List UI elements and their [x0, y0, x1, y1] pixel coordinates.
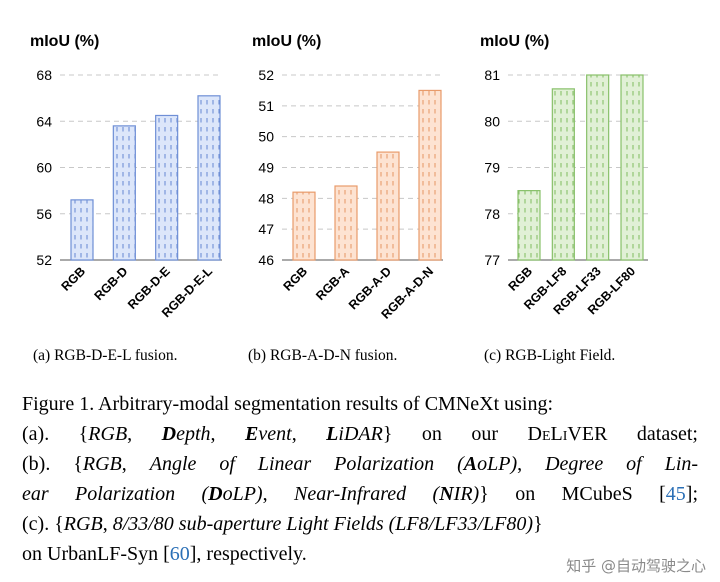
- bar: [551, 88, 575, 261]
- caption-text: 8/33/80 sub-aperture Light Fields (LF8/L…: [112, 513, 534, 535]
- watermark: 知乎 @自动驾驶之心: [566, 557, 706, 575]
- caption-text: DeLiVER: [527, 423, 608, 445]
- bar: [292, 191, 316, 261]
- caption-text: } on MCubeS [: [479, 483, 666, 505]
- caption-text: (b). {: [22, 453, 83, 475]
- caption-text: oLP): [477, 453, 518, 475]
- y-tick-label: 81: [484, 67, 500, 83]
- caption-text: ,: [291, 423, 327, 445]
- y-tick-label: 46: [258, 252, 274, 268]
- caption-text: D: [161, 423, 177, 445]
- y-tick-label: 51: [258, 98, 274, 114]
- bar: [620, 74, 644, 261]
- x-tick-label: RGB-A: [313, 264, 352, 303]
- caption-text: dataset;: [607, 423, 698, 445]
- y-tick-label: 79: [484, 160, 500, 176]
- caption-text: ,: [262, 483, 294, 505]
- caption-text: RGB: [63, 513, 103, 535]
- y-tick-label: 78: [484, 206, 500, 222]
- caption-text: on UrbanLF-Syn [: [22, 543, 170, 565]
- caption-text: Figure 1. Arbitrary-modal segmentation r…: [22, 393, 554, 415]
- y-tick-label: 50: [258, 129, 274, 145]
- caption-line: (b). {RGB, Angle of Linear Polarization …: [22, 449, 698, 479]
- y-tick-label: 68: [36, 67, 52, 83]
- caption-text: Near-Infrared (: [293, 483, 440, 505]
- caption-text: (c). {: [22, 513, 64, 535]
- caption-line: on UrbanLF-Syn [60], respectively.: [22, 539, 698, 569]
- caption-text: ], respectively.: [189, 543, 307, 565]
- bar: [418, 89, 442, 261]
- y-tick-label: 80: [484, 113, 500, 129]
- caption-text: ear Polarization (: [22, 483, 209, 505]
- caption-text: N: [439, 483, 454, 505]
- caption-line: (a). {RGB, Depth, Event, LiDAR} on our D…: [22, 419, 698, 449]
- x-tick-label: RGB: [59, 264, 89, 294]
- bar: [334, 185, 358, 261]
- caption-line: ear Polarization (DoLP), Near-Infrared (…: [22, 479, 698, 509]
- caption-text: ,: [121, 453, 150, 475]
- caption-text: (a). {: [22, 423, 89, 445]
- caption-text: E: [245, 423, 259, 445]
- citation-link[interactable]: 60: [169, 543, 190, 565]
- figure-caption: Figure 1. Arbitrary-modal segmentation r…: [22, 389, 698, 569]
- y-tick-label: 52: [36, 252, 52, 268]
- bar: [376, 151, 400, 261]
- caption-a: (a) RGB-D-E-L fusion.: [33, 347, 178, 364]
- bar: [197, 95, 221, 261]
- caption-text: ,: [102, 513, 113, 535]
- y-tick-label: 52: [258, 67, 274, 83]
- y-axis-label: mIoU (%): [30, 33, 99, 50]
- bar: [155, 114, 179, 261]
- y-tick-label: 47: [258, 221, 274, 237]
- bar: [70, 199, 94, 261]
- caption-text: ,: [127, 423, 162, 445]
- chart-panel-c: mIoU (%)7778798081RGBRGB-LF8RGB-LF33RGB-…: [480, 33, 648, 317]
- y-axis-label: mIoU (%): [480, 33, 549, 50]
- caption-text: Degree of Lin-: [545, 453, 699, 475]
- caption-text: IR): [453, 483, 480, 505]
- x-tick-label: RGB: [506, 264, 536, 294]
- caption-text: iDAR: [338, 423, 383, 445]
- caption-text: Angle of Linear Polarization (: [149, 453, 464, 475]
- caption-text: A: [463, 453, 478, 475]
- caption-text: ,: [517, 453, 546, 475]
- y-tick-label: 60: [36, 160, 52, 176]
- y-tick-label: 56: [36, 206, 52, 222]
- bar: [112, 125, 136, 261]
- caption-c: (c) RGB-Light Field.: [484, 347, 616, 364]
- caption-text: }: [533, 513, 543, 535]
- y-tick-label: 48: [258, 190, 274, 206]
- caption-text: ,: [210, 423, 246, 445]
- caption-text: vent: [258, 423, 292, 445]
- caption-text: epth: [176, 423, 211, 445]
- y-tick-label: 49: [258, 160, 274, 176]
- x-tick-label: RGB: [281, 264, 311, 294]
- caption-text: oLP): [222, 483, 263, 505]
- caption-text: } on our: [382, 423, 528, 445]
- caption-text: RGB: [88, 423, 128, 445]
- caption-line: (c). {RGB, 8/33/80 sub-aperture Light Fi…: [22, 509, 698, 539]
- citation-link[interactable]: 45: [665, 483, 686, 505]
- bar: [517, 190, 541, 261]
- y-tick-label: 77: [484, 252, 500, 268]
- y-tick-label: 64: [36, 113, 52, 129]
- caption-text: ];: [685, 483, 698, 505]
- caption-text: D: [208, 483, 223, 505]
- bar: [586, 74, 610, 261]
- caption-text: RGB: [82, 453, 122, 475]
- x-tick-label: RGB-D: [92, 264, 131, 303]
- caption-text: L: [326, 423, 339, 445]
- caption-line: Figure 1. Arbitrary-modal segmentation r…: [22, 389, 698, 419]
- y-axis-label: mIoU (%): [252, 33, 321, 50]
- caption-b: (b) RGB-A-D-N fusion.: [248, 347, 398, 364]
